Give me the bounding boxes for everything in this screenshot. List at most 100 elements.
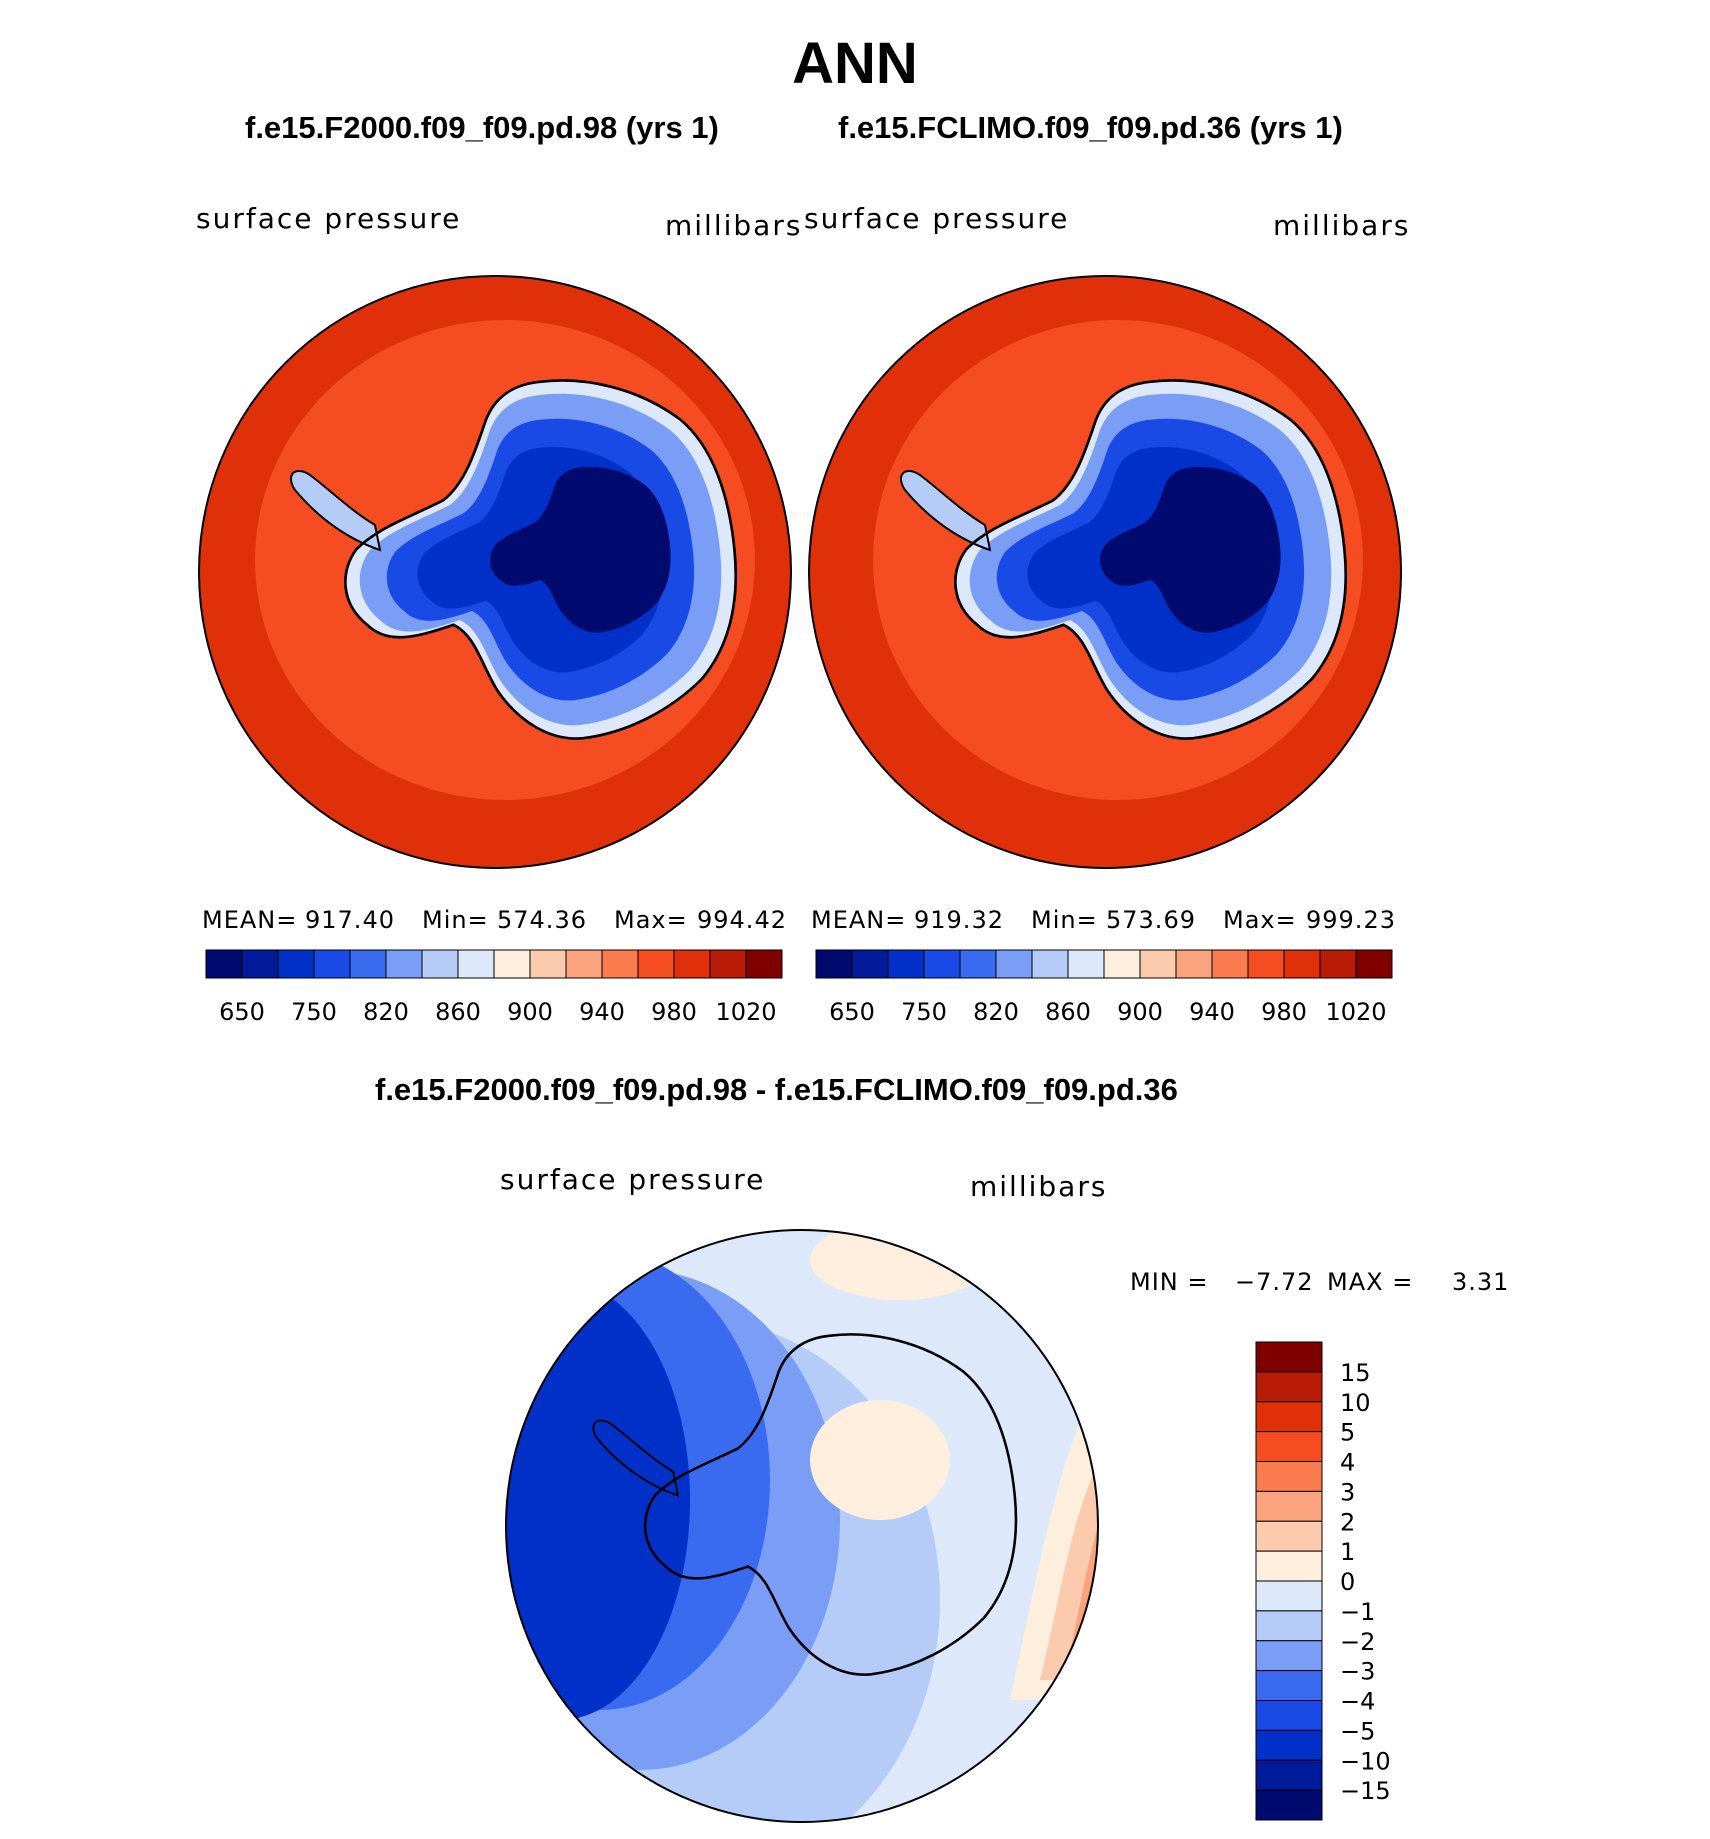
diff-colorbar-tick-label: 10 — [1340, 1389, 1371, 1417]
diff-colorbar-swatch — [1255, 1670, 1323, 1701]
panel1-map — [199, 276, 791, 868]
panel1-mean-label: MEAN= — [202, 906, 298, 934]
diff-colorbar-swatch — [1255, 1341, 1323, 1373]
panel1-colorbar-swatch — [241, 949, 279, 979]
panel1-colorbar-swatch — [637, 949, 675, 979]
panel2-colorbar-swatch — [1031, 949, 1069, 979]
panel1-colorbar-tick-label: 980 — [651, 998, 697, 1026]
panel2-field-label: surface pressure — [804, 202, 1070, 235]
panel2-colorbar-tick-label: 1020 — [1325, 998, 1386, 1026]
page-title: ANN — [792, 31, 918, 96]
diff-colorbar-tick-label: −3 — [1340, 1658, 1375, 1686]
panel2-colorbar-swatch — [1283, 949, 1321, 979]
panel2-colorbar-tick-label: 750 — [901, 998, 947, 1026]
panel2-colorbar-tick-label: 820 — [973, 998, 1019, 1026]
diff-colorbar-tick-label: −1 — [1340, 1598, 1375, 1626]
diff-map-border — [505, 1229, 1099, 1823]
diff-colorbar-swatch — [1255, 1580, 1323, 1612]
diff-colorbar-tick-label: 2 — [1340, 1508, 1355, 1536]
panel1-colorbar-tick-label: 860 — [435, 998, 481, 1026]
panel1-case-title: f.e15.F2000.f09_f09.pd.98 (yrs 1) — [245, 110, 719, 145]
panel2-colorbar-tick-label: 980 — [1261, 998, 1307, 1026]
panel1-colorbar-tick-label: 940 — [579, 998, 625, 1026]
panel1-colorbar-swatch — [673, 949, 711, 979]
panel1-colorbar-tick-label: 1020 — [715, 998, 776, 1026]
diff-colorbar-tick-label: 15 — [1340, 1359, 1371, 1387]
panel2-units-label: millibars — [1273, 209, 1411, 242]
diff-colorbar-swatch — [1255, 1520, 1323, 1552]
diff-colorbar-swatch — [1255, 1789, 1323, 1821]
diff-units-label: millibars — [970, 1170, 1108, 1203]
panel1-colorbar-swatch — [601, 949, 639, 979]
diff-colorbar-swatch — [1255, 1640, 1323, 1672]
panel1-min-value: 574.36 — [497, 906, 587, 934]
diff-positive-core — [1068, 1520, 1098, 1660]
panel1-colorbar-swatch — [385, 949, 423, 979]
diff-colorbar-swatch — [1255, 1700, 1323, 1731]
panel2-colorbar-tick-label: 900 — [1117, 998, 1163, 1026]
diff-colorbar-tick-label: −2 — [1340, 1628, 1375, 1656]
diff-max-value: 3.31 — [1452, 1268, 1510, 1296]
panel2-colorbar-swatch — [887, 949, 925, 979]
diff-field-label: surface pressure — [500, 1163, 766, 1196]
diff-colorbar-tick-label: −5 — [1340, 1717, 1375, 1745]
diff-colorbar-swatch — [1255, 1759, 1323, 1791]
diff-colorbar-tick-label: −4 — [1340, 1688, 1375, 1716]
panel1-colorbar-swatch — [493, 949, 531, 979]
panel2-colorbar-swatch — [1355, 949, 1393, 979]
panel1-map-border — [198, 275, 792, 869]
panel2-colorbar-swatch — [1211, 949, 1249, 979]
panel2-colorbar-swatch — [1139, 949, 1177, 979]
diff-colorbar-swatch — [1255, 1461, 1323, 1492]
panel1-colorbar-swatch — [565, 949, 603, 979]
panel1-min-label: Min= — [422, 906, 489, 934]
panel1-max-value: 994.42 — [697, 906, 787, 934]
panel1-mean-value: 917.40 — [305, 906, 395, 934]
panel1-colorbar-swatch — [745, 949, 783, 979]
panel2-max-value: 999.23 — [1306, 906, 1396, 934]
diff-colorbar-tick-label: −10 — [1340, 1747, 1391, 1775]
diff-colorbar-swatch — [1255, 1490, 1323, 1522]
panel2-colorbar-tick-label: 650 — [829, 998, 875, 1026]
panel1-colorbar: 650 750 820 860 900 940 980 1020 — [205, 949, 783, 1026]
diff-colorbar-tick-label: 4 — [1340, 1449, 1355, 1477]
diff-colorbar-tick-label: −15 — [1340, 1777, 1391, 1805]
diff-colorbar-swatch — [1255, 1550, 1323, 1582]
panel1-colorbar-swatch — [457, 949, 495, 979]
diff-colorbar-tick-label: 1 — [1340, 1538, 1355, 1566]
panel2-colorbar-swatch — [815, 949, 853, 979]
panel2-colorbar-swatch — [1103, 949, 1141, 979]
panel1-colorbar-swatch — [349, 949, 387, 979]
diff-colorbar-tick-label: 5 — [1340, 1419, 1355, 1447]
panel2-mean-label: MEAN= — [811, 906, 907, 934]
panel2-map-border — [808, 275, 1402, 869]
panel1-colorbar-tick-label: 750 — [291, 998, 337, 1026]
diff-colorbar-swatch — [1255, 1610, 1323, 1642]
panel2-colorbar-swatch — [995, 949, 1033, 979]
panel2-colorbar-swatch — [1067, 949, 1105, 979]
panel2-colorbar: 650 750 820 860 900 940 980 1020 — [815, 949, 1393, 1026]
panel2-colorbar-swatch — [1175, 949, 1213, 979]
diff-colorbar-swatch — [1255, 1729, 1323, 1761]
panel2-mean-value: 919.32 — [914, 906, 1004, 934]
panel1-field-label: surface pressure — [196, 202, 462, 235]
diff-max-label: MAX = — [1327, 1268, 1414, 1296]
panel1-colorbar-swatch — [421, 949, 459, 979]
panel1-colorbar-swatch — [205, 949, 243, 979]
diff-colorbar-tick-label: 0 — [1340, 1568, 1355, 1596]
panel2-map — [809, 276, 1401, 868]
panel1-max-label: Max= — [614, 906, 688, 934]
panel2-colorbar-swatch — [1247, 949, 1285, 979]
panel1-colorbar-swatch — [277, 949, 315, 979]
panel1-colorbar-swatch — [709, 949, 747, 979]
panel1-colorbar-tick-label: 650 — [219, 998, 265, 1026]
panel1-colorbar-swatch — [529, 949, 567, 979]
panel2-max-label: Max= — [1223, 906, 1297, 934]
panel1-units-label: millibars — [665, 209, 803, 242]
diff-min-label: MIN = — [1130, 1268, 1209, 1296]
panel2-colorbar-tick-label: 860 — [1045, 998, 1091, 1026]
diff-negative-core — [506, 1280, 690, 1720]
panel2-colorbar-swatch — [923, 949, 961, 979]
panel2-colorbar-tick-label: 940 — [1189, 998, 1235, 1026]
